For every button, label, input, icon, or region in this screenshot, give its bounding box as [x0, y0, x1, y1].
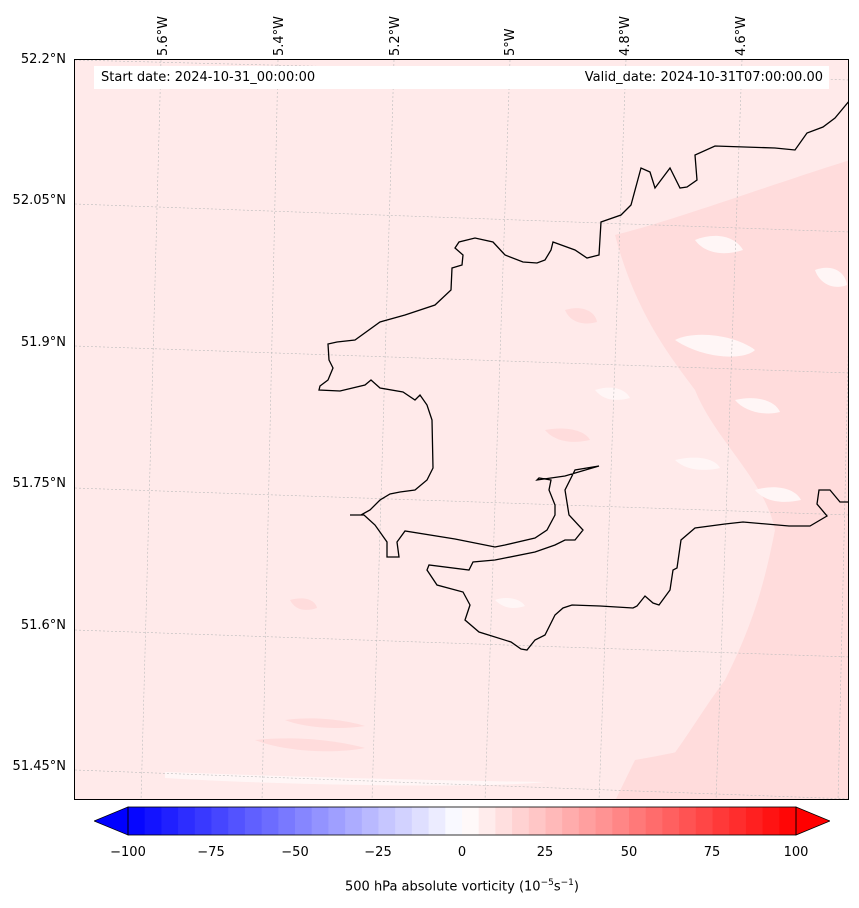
coastline — [318, 101, 848, 651]
field-weak-patch — [675, 457, 720, 470]
colorbar-tick: −50 — [281, 845, 309, 860]
colorbar-segment — [395, 807, 413, 835]
colorbar — [94, 806, 830, 836]
colorbar-segment — [562, 807, 580, 835]
field-weak-patch — [735, 398, 780, 414]
field-stronger-region — [615, 160, 848, 799]
colorbar-segment — [645, 807, 663, 835]
colorbar-tick: 100 — [783, 845, 809, 860]
colorbar-segment — [729, 807, 747, 835]
colorbar-segment — [512, 807, 530, 835]
colorbar-label: 500 hPa absolute vorticity (10−5s−1) — [345, 878, 579, 895]
colorbar-segment — [745, 807, 764, 835]
colorbar-segment — [528, 807, 546, 835]
colorbar-segment — [161, 807, 179, 835]
map-panel[interactable] — [74, 59, 849, 800]
colorbar-segment — [411, 807, 430, 835]
field-stronger-patch — [801, 286, 848, 380]
colorbar-segment — [762, 807, 780, 835]
graticule — [75, 60, 848, 799]
colorbar-segment — [462, 807, 480, 835]
colorbar-segment — [712, 807, 730, 835]
colorbar-tick: 0 — [457, 845, 467, 860]
lon-label: 4.6°W — [734, 15, 749, 56]
lon-label: 5°W — [503, 28, 518, 56]
start-date-label: Start date: 2024-10-31_00:00:00 — [101, 70, 316, 85]
colorbar-segment — [361, 807, 379, 835]
colorbar-segment — [194, 807, 212, 835]
colorbar-extend-high — [795, 806, 830, 836]
colorbar-segment — [278, 807, 296, 835]
colorbar-segment — [779, 807, 797, 835]
lat-label: 51.75°N — [12, 476, 66, 491]
colorbar-tick: −100 — [110, 845, 146, 860]
field-weak-patch — [165, 772, 545, 786]
field-stronger-patch — [255, 738, 365, 752]
coastline-main — [318, 101, 848, 651]
colorbar-segment — [378, 807, 396, 835]
field-weak-patch — [755, 487, 801, 502]
field-weak-patch — [595, 387, 630, 400]
colorbar-tick: 75 — [703, 845, 721, 860]
colorbar-segment — [228, 807, 246, 835]
colorbar-segment — [695, 807, 713, 835]
valid-date-label: Valid_date: 2024-10-31T07:00:00.00 — [584, 70, 823, 85]
colorbar-segments — [128, 807, 797, 835]
colorbar-extend-low — [94, 806, 129, 836]
lon-label: 5.2°W — [388, 15, 403, 56]
colorbar-segment — [595, 807, 613, 835]
vorticity-field — [165, 160, 848, 799]
colorbar-segment — [578, 807, 597, 835]
lat-label: 51.9°N — [20, 335, 66, 350]
colorbar-segment — [244, 807, 263, 835]
colorbar-segment — [261, 807, 279, 835]
field-stronger-patch — [545, 428, 590, 442]
lat-label: 51.45°N — [12, 759, 66, 774]
colorbar-segment — [178, 807, 196, 835]
colorbar-segment — [211, 807, 229, 835]
field-weak-patch — [815, 267, 847, 287]
lon-label: 5.6°W — [156, 15, 171, 56]
colorbar-segment — [345, 807, 363, 835]
lat-label: 52.2°N — [20, 52, 66, 67]
header-box — [94, 66, 829, 89]
colorbar-segment — [144, 807, 162, 835]
lon-label: 5.4°W — [272, 15, 287, 56]
colorbar-tick: −75 — [197, 845, 225, 860]
colorbar-tick: −25 — [364, 845, 392, 860]
field-stronger-patch — [615, 710, 848, 799]
colorbar-segment — [295, 807, 313, 835]
field-weak-patch — [495, 598, 525, 608]
colorbar-tick: 50 — [620, 845, 638, 860]
colorbar-segment — [478, 807, 496, 835]
colorbar-segment — [495, 807, 513, 835]
colorbar-segment — [445, 807, 463, 835]
lat-label: 51.6°N — [20, 618, 66, 633]
field-weak-patch — [675, 334, 755, 357]
colorbar-segment — [612, 807, 630, 835]
colorbar-segment — [629, 807, 647, 835]
lon-label: 4.8°W — [618, 15, 633, 56]
field-stronger-patch — [290, 598, 317, 610]
colorbar-segment — [679, 807, 697, 835]
colorbar-segment — [128, 807, 146, 835]
colorbar-outline — [127, 806, 797, 836]
field-stronger-patch — [565, 308, 597, 324]
colorbar-segment — [545, 807, 563, 835]
lat-label: 52.05°N — [12, 193, 66, 208]
vorticity-map — [75, 60, 848, 799]
colorbar-segment — [311, 807, 329, 835]
field-weak-patch — [695, 235, 743, 254]
colorbar-tick: 25 — [536, 845, 554, 860]
colorbar-segment — [328, 807, 346, 835]
field-stronger-patch — [285, 718, 365, 728]
colorbar-segment — [662, 807, 680, 835]
colorbar-segment — [428, 807, 446, 835]
